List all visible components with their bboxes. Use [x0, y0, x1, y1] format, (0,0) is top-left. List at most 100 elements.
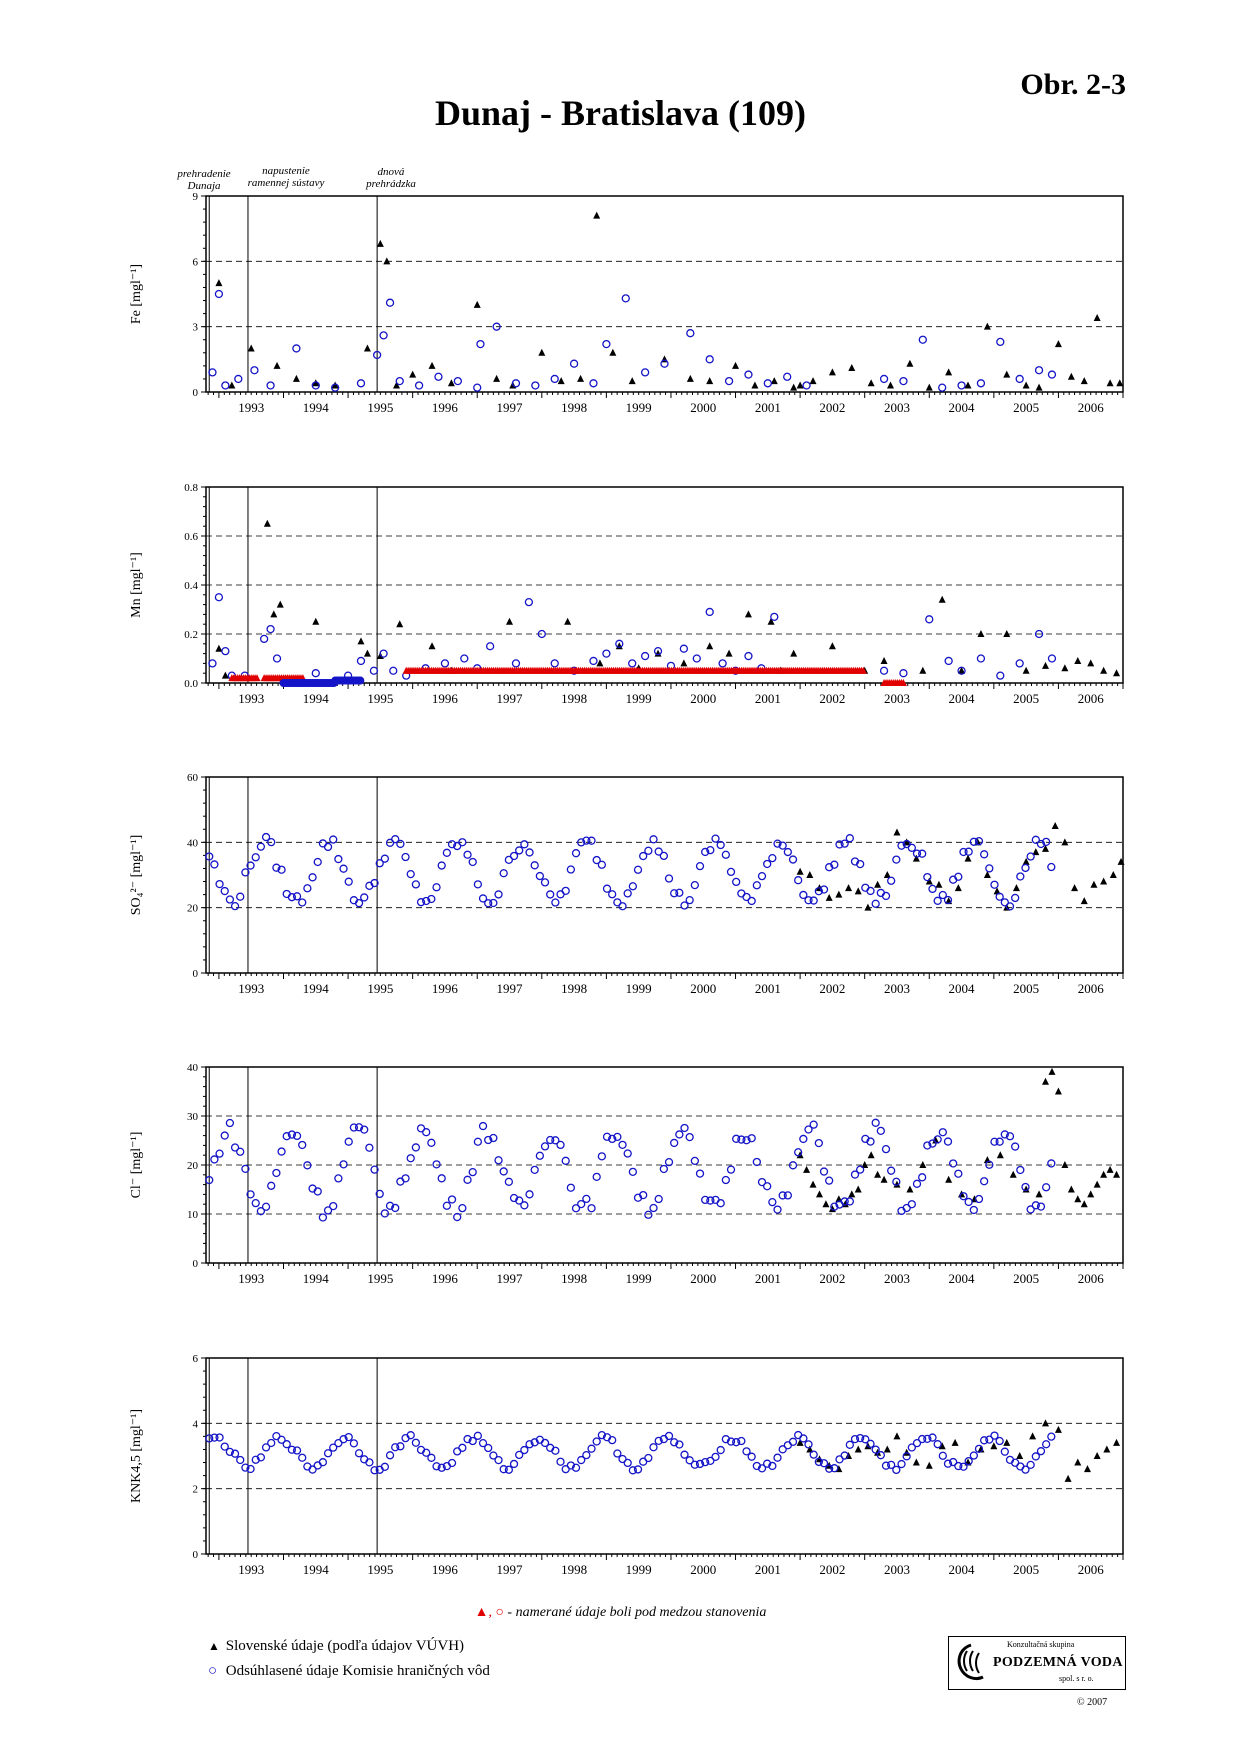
data-point-circle: [440, 659, 450, 668]
data-point-circle: [261, 1202, 271, 1211]
data-point-circle: [535, 871, 545, 881]
x-tick-label: 1993: [238, 691, 264, 706]
data-point-circle: [804, 1440, 813, 1449]
data-point-circle: [277, 865, 286, 874]
data-point-circle: [303, 1161, 312, 1170]
data-point-triangle: [1054, 340, 1062, 348]
data-point-triangle: [1113, 1438, 1121, 1446]
data-point-triangle: [912, 1458, 920, 1466]
data-point-triangle: [215, 279, 223, 287]
plot-frame: [205, 1357, 1124, 1555]
data-point-circle: [484, 1135, 493, 1145]
data-point-circle: [525, 848, 534, 857]
data-point-circle: [266, 381, 275, 390]
data-point-circle: [411, 1438, 421, 1447]
data-point-circle: [577, 838, 586, 847]
y-tick-label: 0: [193, 968, 199, 980]
data-point-circle: [615, 639, 624, 648]
data-point-circle: [236, 892, 245, 901]
circle-marker-icon: ○: [208, 1663, 218, 1679]
data-point-triangle: [854, 1185, 862, 1193]
data-point-circle: [974, 1444, 984, 1454]
data-point-circle: [411, 1143, 421, 1152]
x-tick-label: 1999: [626, 1562, 652, 1577]
data-point-triangle: [938, 1442, 946, 1450]
data-point-circle: [980, 1436, 989, 1445]
data-point-circle: [215, 1433, 224, 1442]
data-point-circle: [653, 647, 663, 656]
x-tick-label: 2002: [819, 1562, 845, 1577]
data-point-circle: [954, 1169, 963, 1178]
y-tick-label: 0: [193, 1549, 199, 1561]
data-point-circle: [468, 1436, 477, 1446]
data-point-circle: [298, 1453, 307, 1462]
data-point-circle: [716, 840, 725, 850]
data-point-circle: [902, 1452, 911, 1461]
data-point-below-limit: [253, 674, 261, 682]
data-point-triangle: [273, 361, 281, 369]
data-point-circle: [437, 1174, 446, 1183]
data-point-circle: [1011, 893, 1020, 903]
data-point-circle: [515, 1196, 524, 1205]
event-label-line: dnová: [377, 166, 405, 178]
data-point-circle: [597, 1430, 607, 1440]
data-point-triangle: [1054, 1425, 1062, 1433]
data-point-circle: [969, 837, 978, 846]
data-point-circle: [1031, 1452, 1040, 1461]
data-point-circle: [360, 893, 369, 902]
data-point-circle: [747, 896, 756, 906]
x-tick-label: 1994: [303, 691, 330, 706]
data-point-triangle: [1061, 1161, 1069, 1168]
data-point-circle: [447, 1195, 457, 1204]
data-point-triangle: [221, 671, 229, 679]
data-point-circle: [695, 1459, 705, 1469]
data-point-circle: [633, 1465, 643, 1474]
data-point-circle: [205, 1434, 214, 1443]
y-tick-label: 0.6: [184, 531, 198, 543]
data-point-circle: [453, 376, 463, 386]
data-point-circle: [520, 840, 529, 849]
data-point-circle: [845, 1197, 854, 1206]
x-tick-label: 2006: [1078, 691, 1105, 706]
data-point-circle: [210, 1155, 219, 1164]
data-point-circle: [639, 1190, 648, 1200]
data-point-circle: [478, 1438, 488, 1448]
data-point-circle: [220, 1442, 229, 1451]
data-point-triangle: [1113, 669, 1121, 677]
data-point-circle: [814, 887, 823, 896]
data-point-triangle: [893, 1180, 901, 1188]
data-point-triangle: [954, 884, 962, 892]
data-point-circle: [401, 852, 410, 862]
triangle-marker-icon: ▲: [208, 1639, 220, 1653]
data-point-triangle: [796, 381, 804, 389]
data-point-circle: [1042, 1183, 1051, 1192]
data-point-circle: [437, 1463, 446, 1472]
data-point-circle: [1047, 654, 1057, 663]
x-tick-label: 1999: [626, 691, 652, 706]
data-point-circle: [768, 1198, 777, 1207]
data-point-circle: [799, 1134, 808, 1144]
data-point-circle: [995, 1436, 1004, 1446]
x-tick-label: 1996: [432, 981, 459, 996]
data-point-circle: [866, 886, 875, 896]
data-point-circle: [592, 1437, 601, 1446]
data-point-circle: [214, 593, 224, 602]
data-point-circle: [458, 1443, 467, 1452]
data-point-circle: [473, 1137, 483, 1146]
data-point-triangle: [983, 322, 991, 330]
data-point-circle: [1005, 1132, 1015, 1141]
data-point-circle: [292, 892, 302, 901]
data-point-triangle: [906, 359, 914, 367]
data-point-triangle: [409, 370, 417, 378]
data-point-circle: [695, 1169, 705, 1178]
data-point-triangle: [1032, 848, 1040, 856]
data-point-circle: [928, 884, 937, 894]
data-point-circle: [763, 1459, 772, 1468]
data-point-circle: [757, 1464, 767, 1473]
data-point-circle: [261, 1443, 271, 1452]
data-point-circle: [995, 1137, 1004, 1146]
data-point-circle: [234, 374, 243, 384]
plot-frame: [205, 486, 1124, 684]
data-point-circle: [292, 344, 301, 353]
data-point-circle: [814, 1457, 823, 1467]
